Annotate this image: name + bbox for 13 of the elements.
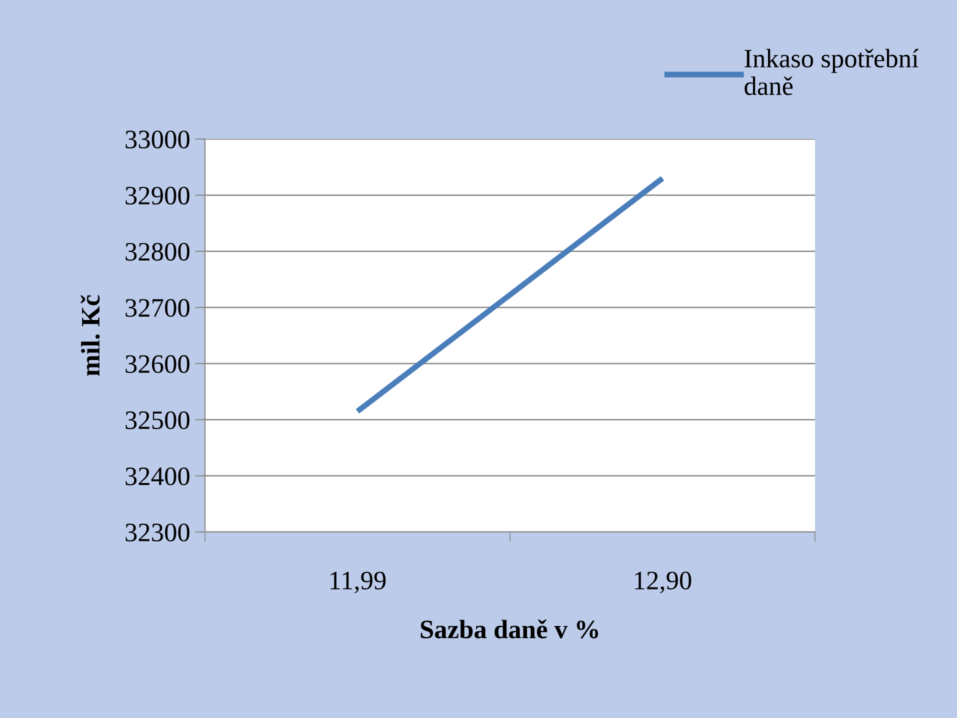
y-tick-label: 32900	[126, 186, 190, 205]
y-axis-title: mil. Kč	[80, 295, 100, 376]
x-axis-title: Sazba daně v %	[420, 620, 598, 638]
y-tick-label: 32300	[126, 524, 190, 542]
x-tick-label: 11,99	[330, 572, 386, 594]
y-tick-label: 32600	[126, 355, 190, 373]
y-tick-label: 32700	[126, 299, 190, 317]
y-tick-label: 32400	[126, 467, 190, 486]
legend-label: Inkaso spotřební daně	[744, 48, 919, 96]
y-tick-label: 33000	[126, 130, 190, 148]
y-tick-label: 32800	[126, 242, 190, 261]
x-tick-label: 12,90	[635, 572, 692, 594]
y-tick-label: 32500	[126, 411, 190, 430]
